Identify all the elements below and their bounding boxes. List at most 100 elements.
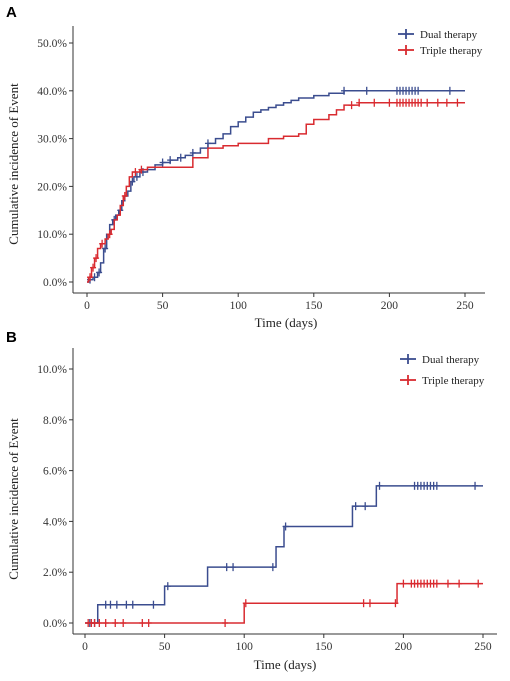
censor-mark-triple-b-7 <box>139 619 146 627</box>
series-line-dual-a <box>87 90 465 283</box>
x-tick-label-b-4: 200 <box>395 641 413 653</box>
x-tick-label-a-5: 250 <box>456 300 474 312</box>
y-tick-label-b-3: 6.0% <box>43 466 67 478</box>
censor-mark-dual-a-6 <box>129 177 136 186</box>
y-axis-title-b: Cumulative incidence of Event <box>6 418 21 580</box>
censor-mark-dual-a-15 <box>363 86 370 95</box>
censor-mark-triple-a-6 <box>132 168 139 177</box>
x-tick-label-a-1: 50 <box>157 300 169 312</box>
censor-mark-triple-a-8 <box>348 101 355 110</box>
series-line-triple-a <box>87 102 465 283</box>
censor-mark-dual-b-4 <box>113 600 120 609</box>
censor-mark-dual-a-24 <box>446 86 453 95</box>
censor-mark-triple-a-10 <box>371 98 378 107</box>
censor-mark-dual-a-23 <box>415 86 422 95</box>
censor-mark-triple-b-10 <box>242 599 249 608</box>
censor-mark-triple-a-4 <box>106 230 113 239</box>
series-line-triple-b <box>85 582 483 624</box>
censor-mark-triple-a-1 <box>90 263 97 272</box>
legend-b: Dual therapy Triple therapy <box>400 354 485 387</box>
censor-mark-dual-b-8 <box>164 582 171 591</box>
censor-mark-triple-b-13 <box>392 599 399 608</box>
censor-mark-triple-b-25 <box>456 579 463 588</box>
legend-item-dual-b: Dual therapy <box>400 354 480 366</box>
legend-item-triple-b: Triple therapy <box>400 375 485 387</box>
censor-mark-triple-a-9 <box>356 98 363 107</box>
censor-mark-triple-b-24 <box>444 579 451 588</box>
panel-a: A Cumulative incidence of Event Time (da… <box>6 4 485 330</box>
censor-mark-dual-b-10 <box>230 563 237 572</box>
censor-mark-dual-b-6 <box>129 600 136 609</box>
censor-mark-triple-a-20 <box>418 98 425 107</box>
censor-mark-triple-a-24 <box>454 98 461 107</box>
censor-mark-triple-b-5 <box>112 619 119 627</box>
series-line-dual-b <box>85 485 483 624</box>
censor-mark-dual-b-15 <box>376 481 383 490</box>
censor-mark-triple-a-5 <box>121 191 128 200</box>
censor-mark-dual-b-11 <box>269 563 276 572</box>
censor-mark-triple-a-21 <box>424 98 431 107</box>
censor-mark-triple-a-11 <box>386 98 393 107</box>
censor-mark-triple-b-6 <box>120 619 127 627</box>
censor-mark-triple-b-8 <box>145 619 152 627</box>
panel-b: B Cumulative incidence of Event Time (da… <box>6 329 497 672</box>
censor-mark-dual-a-11 <box>177 153 184 162</box>
legend-label-dual-b: Dual therapy <box>422 354 480 366</box>
censor-mark-triple-b-3 <box>96 619 103 627</box>
censor-mark-dual-a-9 <box>159 158 166 167</box>
censor-mark-dual-b-9 <box>223 563 230 572</box>
x-tick-label-a-3: 150 <box>305 300 323 312</box>
legend-item-dual-a: Dual therapy <box>398 29 478 41</box>
censor-mark-dual-a-12 <box>189 148 196 157</box>
y-tick-label-a-5: 50.0% <box>37 38 67 50</box>
y-axis-title-a: Cumulative incidence of Event <box>6 83 21 245</box>
x-tick-label-b-3: 150 <box>315 641 333 653</box>
y-tick-label-b-1: 2.0% <box>43 567 67 579</box>
censor-mark-triple-b-12 <box>366 599 373 608</box>
y-tick-label-b-5: 10.0% <box>37 364 67 376</box>
censor-mark-dual-a-7 <box>133 172 140 181</box>
legend-label-triple-b: Triple therapy <box>422 375 485 387</box>
censor-mark-triple-a-3 <box>99 239 106 248</box>
censor-mark-triple-b-4 <box>102 619 109 627</box>
censor-mark-dual-b-7 <box>150 600 157 609</box>
censor-mark-triple-a-7 <box>138 165 145 174</box>
censor-mark-dual-b-13 <box>352 502 359 511</box>
x-tick-label-b-1: 50 <box>159 641 171 653</box>
censor-mark-dual-b-23 <box>433 481 440 490</box>
censor-mark-triple-b-11 <box>360 599 367 608</box>
x-tick-label-b-5: 250 <box>474 641 492 653</box>
censor-mark-triple-a-22 <box>434 98 441 107</box>
x-axis-title-a: Time (days) <box>255 315 318 330</box>
censor-mark-dual-a-2 <box>96 268 103 277</box>
y-tick-label-a-4: 40.0% <box>37 86 67 98</box>
censor-mark-triple-b-9 <box>222 619 229 627</box>
censor-mark-dual-b-12 <box>282 522 289 531</box>
x-tick-label-a-0: 0 <box>84 300 90 312</box>
censor-mark-dual-b-3 <box>107 600 114 609</box>
x-tick-label-b-0: 0 <box>82 641 88 653</box>
censor-mark-triple-a-2 <box>93 254 100 263</box>
x-tick-label-b-2: 100 <box>236 641 254 653</box>
x-tick-label-a-4: 200 <box>381 300 399 312</box>
censor-mark-dual-a-14 <box>341 86 348 95</box>
y-tick-label-a-2: 20.0% <box>37 181 67 193</box>
legend-a: Dual therapy Triple therapy <box>398 29 483 57</box>
y-tick-label-b-4: 8.0% <box>43 415 67 427</box>
x-axis-title-b: Time (days) <box>254 657 317 672</box>
legend-label-triple-a: Triple therapy <box>420 45 483 57</box>
censor-mark-dual-b-5 <box>123 600 130 609</box>
censor-mark-dual-a-3 <box>102 244 109 253</box>
censor-mark-dual-b-14 <box>362 502 369 511</box>
censor-mark-dual-a-10 <box>167 156 174 165</box>
panel-letter-b: B <box>6 329 17 346</box>
censor-mark-dual-a-13 <box>204 139 211 148</box>
y-tick-label-a-3: 30.0% <box>37 134 67 146</box>
y-tick-label-a-1: 10.0% <box>37 229 67 241</box>
y-tick-label-b-0: 0.0% <box>43 618 67 630</box>
censor-mark-triple-b-26 <box>475 579 482 588</box>
panel-letter-a: A <box>6 4 17 21</box>
censor-mark-dual-b-24 <box>472 481 479 490</box>
censor-mark-triple-a-0 <box>87 273 94 282</box>
